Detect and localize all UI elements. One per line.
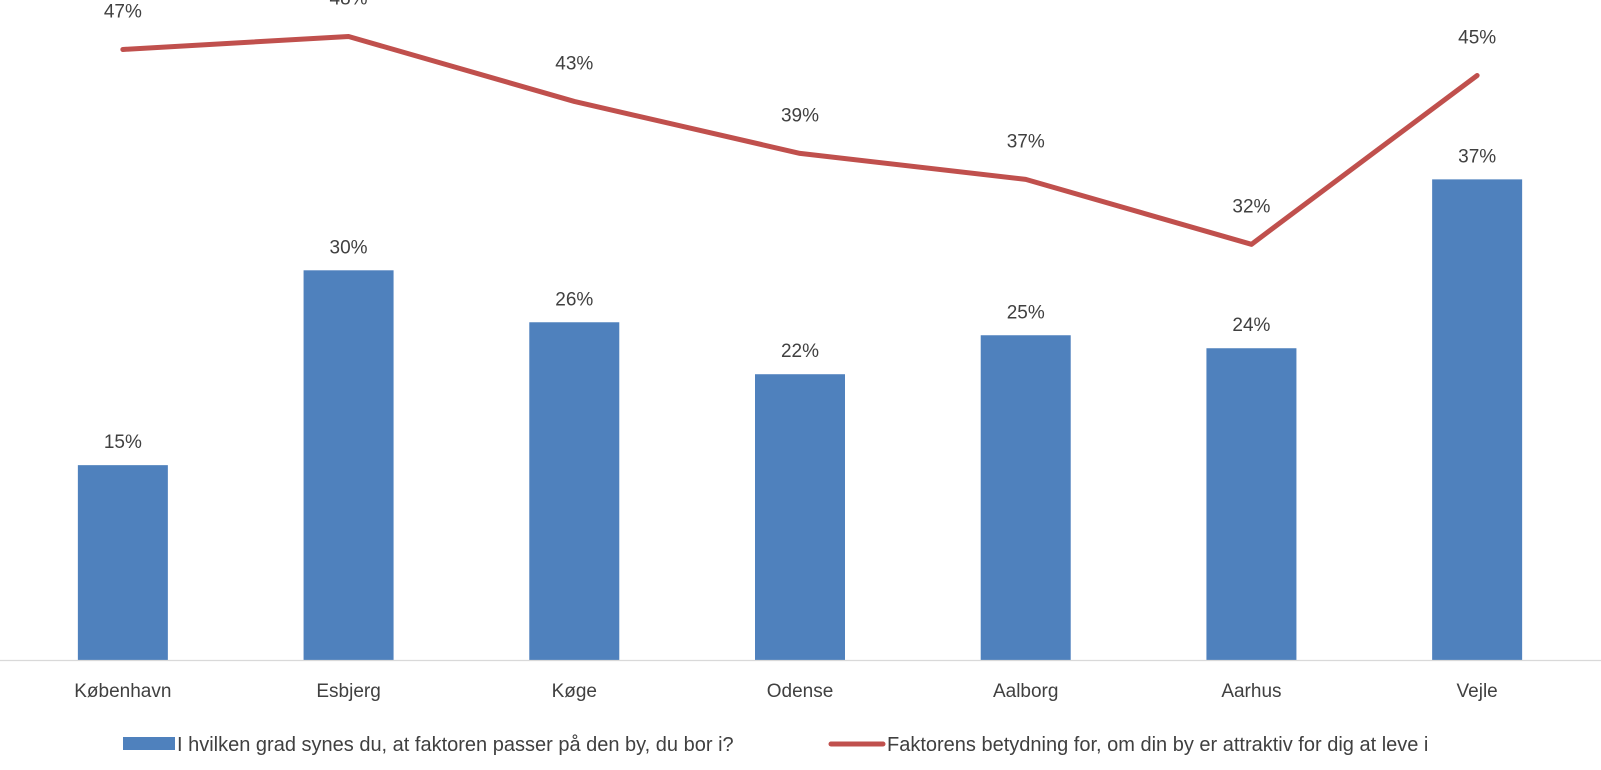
x-tick-label-3: Odense [767,681,834,702]
bar-5 [1206,348,1297,660]
bar-label-6: 37% [1458,146,1496,167]
x-axis-tick-labels: København Esbjerg Køge Odense Aalborg Aarhus V… [74,681,1497,702]
line-label-0: 47% [104,1,142,22]
line-label-6: 45% [1458,27,1496,48]
bar-series [77,179,1523,660]
bar-4 [980,335,1071,660]
x-tick-label-1: Esbjerg [316,681,380,702]
bar-0 [77,465,168,660]
bar-label-3: 22% [781,341,819,362]
x-tick-label-5: Aarhus [1221,681,1281,702]
bar-2 [529,322,620,660]
x-tick-label-0: København [74,681,171,702]
bar-1 [303,270,394,660]
bar-6 [1432,179,1523,660]
legend: I hvilken grad synes du, at faktoren pas… [123,734,1428,756]
bar-label-4: 25% [1007,302,1045,323]
line-data-labels: 47% 48% 43% 39% 37% 32% 45% [104,0,1496,217]
legend-bar-label: I hvilken grad synes du, at faktoren pas… [177,734,734,756]
x-tick-label-2: Køge [552,681,597,702]
line-label-4: 37% [1007,131,1045,152]
bar-label-0: 15% [104,432,142,453]
x-tick-label-6: Vejle [1457,681,1498,702]
bar-label-2: 26% [555,289,593,310]
line-label-5: 32% [1232,196,1270,217]
bar-3 [755,374,845,660]
bar-data-labels: 15% 30% 26% 22% 25% 24% 37% [104,146,1496,453]
line-label-3: 39% [781,105,819,126]
bar-label-5: 24% [1232,315,1270,336]
x-tick-label-4: Aalborg [993,681,1059,702]
line-series [120,33,1480,247]
line-label-1: 48% [330,0,368,9]
line-label-2: 43% [555,53,593,74]
legend-bar-swatch [123,737,175,750]
legend-line-label: Faktorens betydning for, om din by er at… [887,734,1428,756]
bar-label-1: 30% [330,237,368,258]
